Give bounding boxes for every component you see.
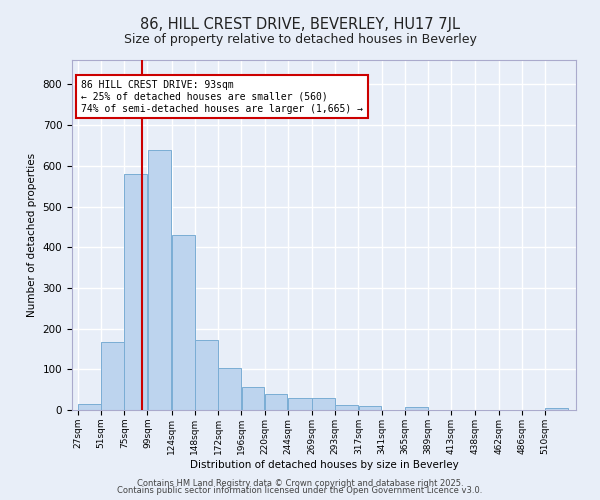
Text: Contains public sector information licensed under the Open Government Licence v3: Contains public sector information licen… [118,486,482,495]
Bar [218,368,241,410]
Text: 86, HILL CREST DRIVE, BEVERLEY, HU17 7JL: 86, HILL CREST DRIVE, BEVERLEY, HU17 7JL [140,18,460,32]
Text: Size of property relative to detached houses in Beverley: Size of property relative to detached ho… [124,32,476,46]
Bar [265,394,287,410]
Bar [172,235,194,410]
Bar [312,398,335,410]
Bar [359,406,382,410]
Bar [545,408,568,410]
Text: Contains HM Land Registry data © Crown copyright and database right 2025.: Contains HM Land Registry data © Crown c… [137,478,463,488]
Bar [148,150,172,410]
Bar [335,404,358,410]
Text: 86 HILL CREST DRIVE: 93sqm
← 25% of detached houses are smaller (560)
74% of sem: 86 HILL CREST DRIVE: 93sqm ← 25% of deta… [81,80,363,114]
Bar [195,340,218,410]
Bar [101,342,124,410]
Bar [288,398,311,410]
Bar [124,174,147,410]
Bar [242,387,264,410]
Bar [405,406,428,410]
Bar [78,404,101,410]
Y-axis label: Number of detached properties: Number of detached properties [27,153,37,317]
X-axis label: Distribution of detached houses by size in Beverley: Distribution of detached houses by size … [190,460,458,469]
